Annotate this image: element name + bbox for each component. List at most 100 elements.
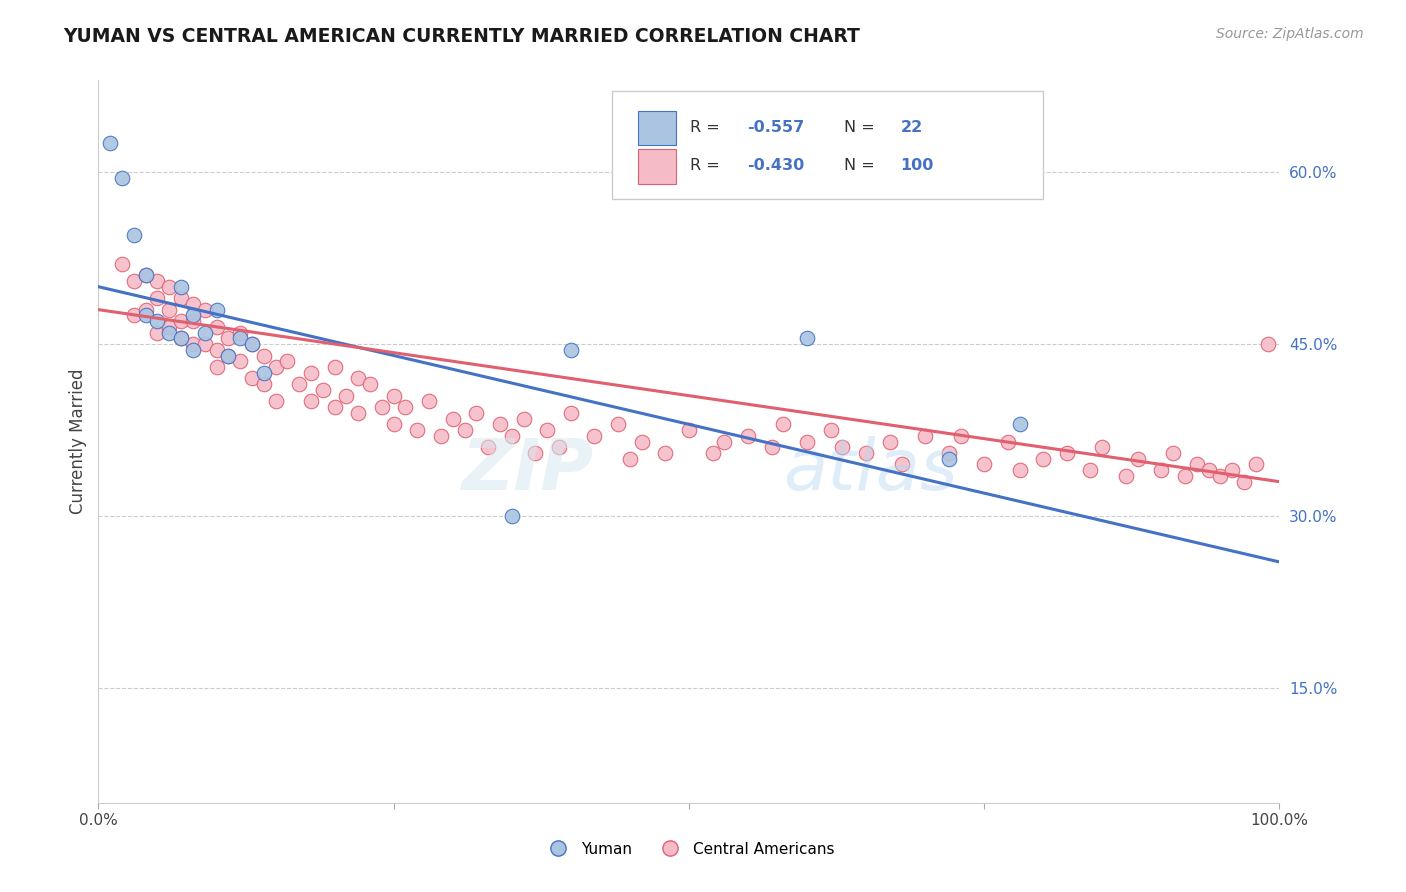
Point <box>654 446 676 460</box>
Point <box>135 302 157 317</box>
Point <box>512 411 534 425</box>
Point <box>418 394 440 409</box>
Point <box>820 423 842 437</box>
FancyBboxPatch shape <box>612 91 1043 200</box>
Point <box>489 417 512 432</box>
Point <box>276 354 298 368</box>
Point <box>737 429 759 443</box>
Point <box>501 509 523 524</box>
Point <box>1244 458 1267 472</box>
Y-axis label: Currently Married: Currently Married <box>69 368 87 515</box>
Point <box>122 309 145 323</box>
Point <box>761 440 783 454</box>
Text: ZIP: ZIP <box>463 436 595 505</box>
Point <box>619 451 641 466</box>
Point <box>181 314 204 328</box>
Point <box>194 337 217 351</box>
Point <box>1161 446 1184 460</box>
Point <box>371 400 394 414</box>
Point <box>205 302 228 317</box>
Text: R =: R = <box>690 158 725 173</box>
Point <box>713 434 735 449</box>
Point <box>1174 469 1197 483</box>
Text: YUMAN VS CENTRAL AMERICAN CURRENTLY MARRIED CORRELATION CHART: YUMAN VS CENTRAL AMERICAN CURRENTLY MARR… <box>63 27 860 45</box>
Point <box>194 302 217 317</box>
Point <box>949 429 972 443</box>
Point <box>430 429 453 443</box>
Point <box>702 446 724 460</box>
Point <box>181 309 204 323</box>
Point <box>441 411 464 425</box>
Point <box>394 400 416 414</box>
Point <box>1008 463 1031 477</box>
Point <box>335 389 357 403</box>
Point <box>796 331 818 345</box>
Point <box>135 309 157 323</box>
Point <box>288 377 311 392</box>
Point <box>240 371 263 385</box>
Point <box>560 406 582 420</box>
Point <box>1257 337 1279 351</box>
Point <box>194 326 217 340</box>
Point <box>465 406 488 420</box>
Point <box>831 440 853 454</box>
Point <box>299 366 322 380</box>
Text: N =: N = <box>844 120 880 135</box>
Text: 100: 100 <box>900 158 934 173</box>
Point <box>146 274 169 288</box>
Point <box>1150 463 1173 477</box>
Point <box>560 343 582 357</box>
Point <box>548 440 571 454</box>
Point <box>240 337 263 351</box>
Point <box>111 170 134 185</box>
Point <box>1008 417 1031 432</box>
Point <box>347 371 370 385</box>
Point <box>122 274 145 288</box>
Point <box>1233 475 1256 489</box>
Point <box>135 268 157 283</box>
Point <box>157 302 180 317</box>
Text: 22: 22 <box>900 120 922 135</box>
Point <box>135 268 157 283</box>
Point <box>217 349 239 363</box>
Point <box>524 446 547 460</box>
Point <box>1080 463 1102 477</box>
Point <box>181 337 204 351</box>
Point <box>299 394 322 409</box>
Point <box>938 446 960 460</box>
Point <box>583 429 606 443</box>
Text: N =: N = <box>844 158 880 173</box>
Point <box>170 331 193 345</box>
Point <box>146 326 169 340</box>
Point <box>879 434 901 449</box>
Point <box>1056 446 1078 460</box>
Point <box>359 377 381 392</box>
Point <box>1198 463 1220 477</box>
Point <box>170 331 193 345</box>
Bar <box>638 111 676 145</box>
Point <box>253 349 276 363</box>
Point <box>607 417 630 432</box>
Point <box>312 383 335 397</box>
Point <box>122 228 145 243</box>
Point <box>253 366 276 380</box>
Text: -0.430: -0.430 <box>747 158 804 173</box>
Point <box>217 331 239 345</box>
Point <box>938 451 960 466</box>
Point <box>796 434 818 449</box>
Point <box>205 359 228 374</box>
Point <box>111 257 134 271</box>
Point <box>170 314 193 328</box>
Point <box>1185 458 1208 472</box>
Point <box>146 314 169 328</box>
Point <box>170 279 193 293</box>
Point <box>229 354 252 368</box>
Text: Source: ZipAtlas.com: Source: ZipAtlas.com <box>1216 27 1364 41</box>
Point <box>855 446 877 460</box>
Point <box>157 326 180 340</box>
Point <box>323 400 346 414</box>
Point <box>157 279 180 293</box>
Point <box>1209 469 1232 483</box>
Point <box>157 319 180 334</box>
Point <box>382 417 405 432</box>
